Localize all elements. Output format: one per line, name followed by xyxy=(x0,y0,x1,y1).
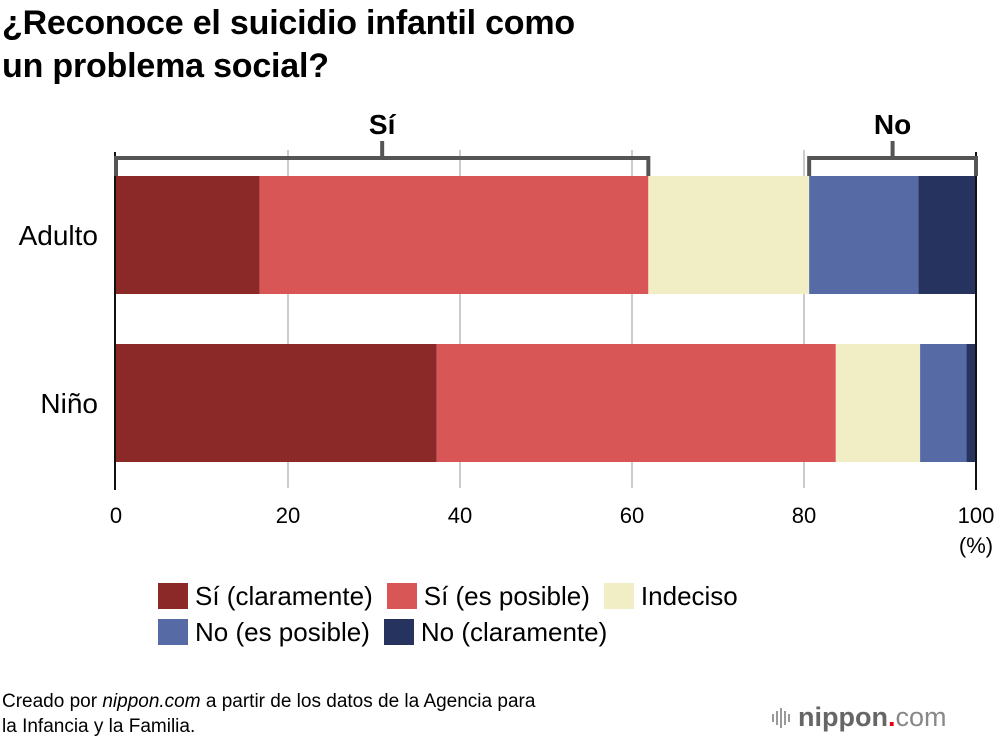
legend-swatch xyxy=(158,619,188,645)
source-note: Creado por nippon.com a partir de los da… xyxy=(2,689,535,739)
source-suffix: a partir de los datos de la Agencia para xyxy=(200,691,536,712)
legend-swatch xyxy=(158,583,188,609)
bar-segment xyxy=(835,344,921,462)
group-bracket xyxy=(807,156,978,176)
legend-label: Indeciso xyxy=(640,581,738,611)
legend-swatch xyxy=(603,583,634,609)
chart-title-line-2: un problema social? xyxy=(2,47,329,85)
soundwave-icon xyxy=(772,707,792,729)
legend-label: Sí (claramente) xyxy=(195,581,373,611)
nippon-logo: nippon. com xyxy=(772,702,947,733)
x-tick-label: 80 xyxy=(792,503,816,528)
group-bracket-label: Sí xyxy=(369,109,397,140)
bar-segment xyxy=(436,344,836,462)
x-axis-unit-label: (%) xyxy=(959,533,993,558)
bar-segment xyxy=(918,176,976,294)
x-tick-label: 40 xyxy=(448,503,472,528)
legend-item: No (es posible) xyxy=(158,614,370,650)
source-site: nippon.com xyxy=(102,691,201,712)
bar-segment xyxy=(116,176,260,294)
legend-label: Sí (es posible) xyxy=(423,581,590,611)
x-tick-label: 60 xyxy=(620,503,644,528)
legend-item: Indeciso xyxy=(603,578,738,614)
logo-tld: com xyxy=(895,702,947,732)
legend: Sí (claramente) Sí (es posible) Indeciso N… xyxy=(158,578,752,650)
logo-name: nippon xyxy=(798,702,888,732)
stacked-bar-chart: Adulto Niño 0 20 40 60 80 100 (%) Sí No xyxy=(19,109,995,558)
bar-segment xyxy=(259,176,649,294)
category-label: Adulto xyxy=(19,220,98,251)
bar-segment xyxy=(920,344,967,462)
source-line-2: la Infancia y la Familia. xyxy=(2,716,196,737)
legend-item: Sí (es posible) xyxy=(386,578,590,614)
bar-segment xyxy=(116,344,437,462)
chart-title: ¿Reconoce el suicidio infantil como un p… xyxy=(2,2,575,88)
legend-item: Sí (claramente) xyxy=(158,578,373,614)
category-label: Niño xyxy=(40,388,98,419)
legend-label: No (claramente) xyxy=(420,617,608,647)
x-tick-label: 20 xyxy=(276,503,300,528)
legend-row: Sí (claramente) Sí (es posible) Indeciso xyxy=(158,578,752,614)
legend-swatch xyxy=(383,619,414,645)
x-tick-label: 100 xyxy=(958,503,995,528)
chart-title-line-1: ¿Reconoce el suicidio infantil como xyxy=(2,4,575,42)
legend-label: No (es posible) xyxy=(195,617,370,647)
legend-row: No (es posible) No (claramente) xyxy=(158,614,752,650)
bar-segment xyxy=(966,344,976,462)
legend-swatch xyxy=(386,583,417,609)
bar-segment xyxy=(809,176,919,294)
group-bracket-label: No xyxy=(874,109,911,140)
logo-dot: . xyxy=(887,702,896,732)
source-prefix: Creado por xyxy=(2,691,103,712)
legend-item: No (claramente) xyxy=(383,614,608,650)
x-tick-label: 0 xyxy=(110,503,122,528)
bar-segment xyxy=(648,176,810,294)
group-bracket xyxy=(114,156,651,176)
